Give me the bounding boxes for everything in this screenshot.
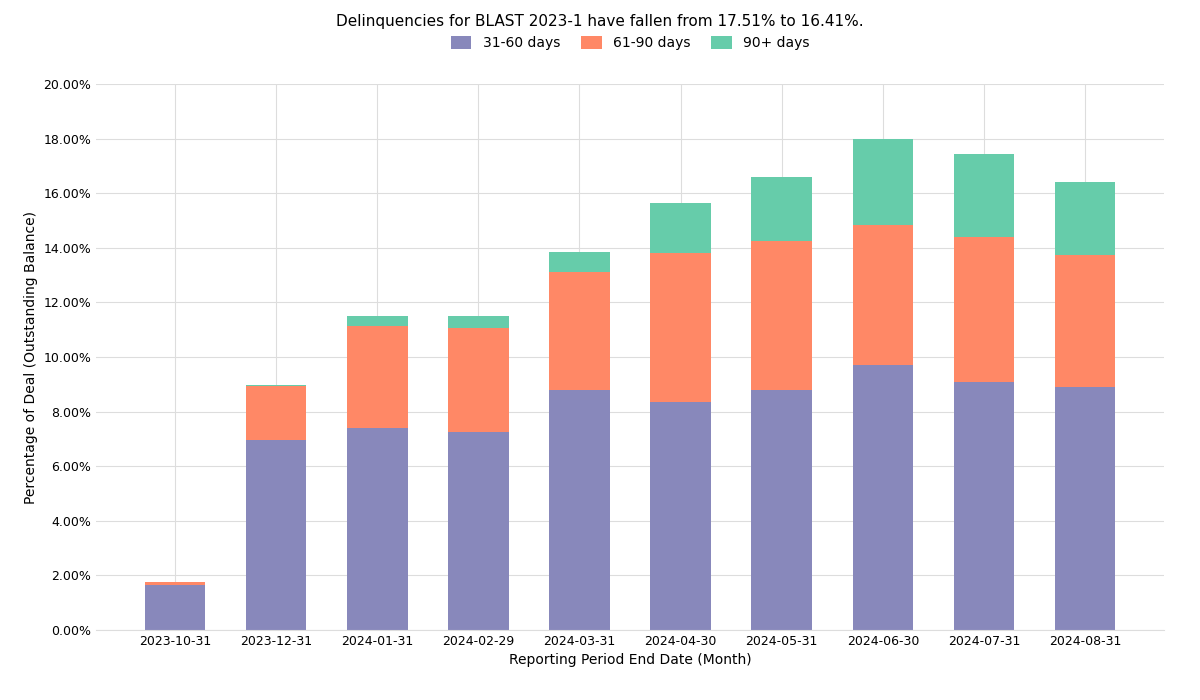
Bar — [954, 237, 1014, 382]
Bar — [144, 585, 205, 630]
Bar — [448, 432, 509, 630]
Bar — [954, 382, 1014, 630]
Bar — [1055, 255, 1116, 387]
Bar — [550, 272, 610, 390]
Bar — [650, 253, 710, 402]
Bar — [954, 153, 1014, 237]
Bar — [347, 326, 408, 428]
Bar — [1055, 182, 1116, 255]
Bar — [448, 316, 509, 328]
Bar — [347, 316, 408, 326]
Bar — [751, 390, 812, 630]
Bar — [448, 328, 509, 432]
Bar — [550, 390, 610, 630]
Bar — [144, 582, 205, 585]
Bar — [852, 139, 913, 225]
Bar — [852, 365, 913, 630]
Legend: 31-60 days, 61-90 days, 90+ days: 31-60 days, 61-90 days, 90+ days — [450, 36, 810, 50]
X-axis label: Reporting Period End Date (Month): Reporting Period End Date (Month) — [509, 653, 751, 667]
Text: Delinquencies for BLAST 2023-1 have fallen from 17.51% to 16.41%.: Delinquencies for BLAST 2023-1 have fall… — [336, 14, 864, 29]
Bar — [650, 203, 710, 253]
Bar — [751, 177, 812, 241]
Bar — [751, 241, 812, 390]
Bar — [650, 402, 710, 630]
Bar — [852, 225, 913, 365]
Bar — [246, 386, 306, 440]
Bar — [246, 440, 306, 630]
Bar — [1055, 387, 1116, 630]
Y-axis label: Percentage of Deal (Outstanding Balance): Percentage of Deal (Outstanding Balance) — [24, 211, 37, 503]
Bar — [550, 252, 610, 272]
Bar — [347, 428, 408, 630]
